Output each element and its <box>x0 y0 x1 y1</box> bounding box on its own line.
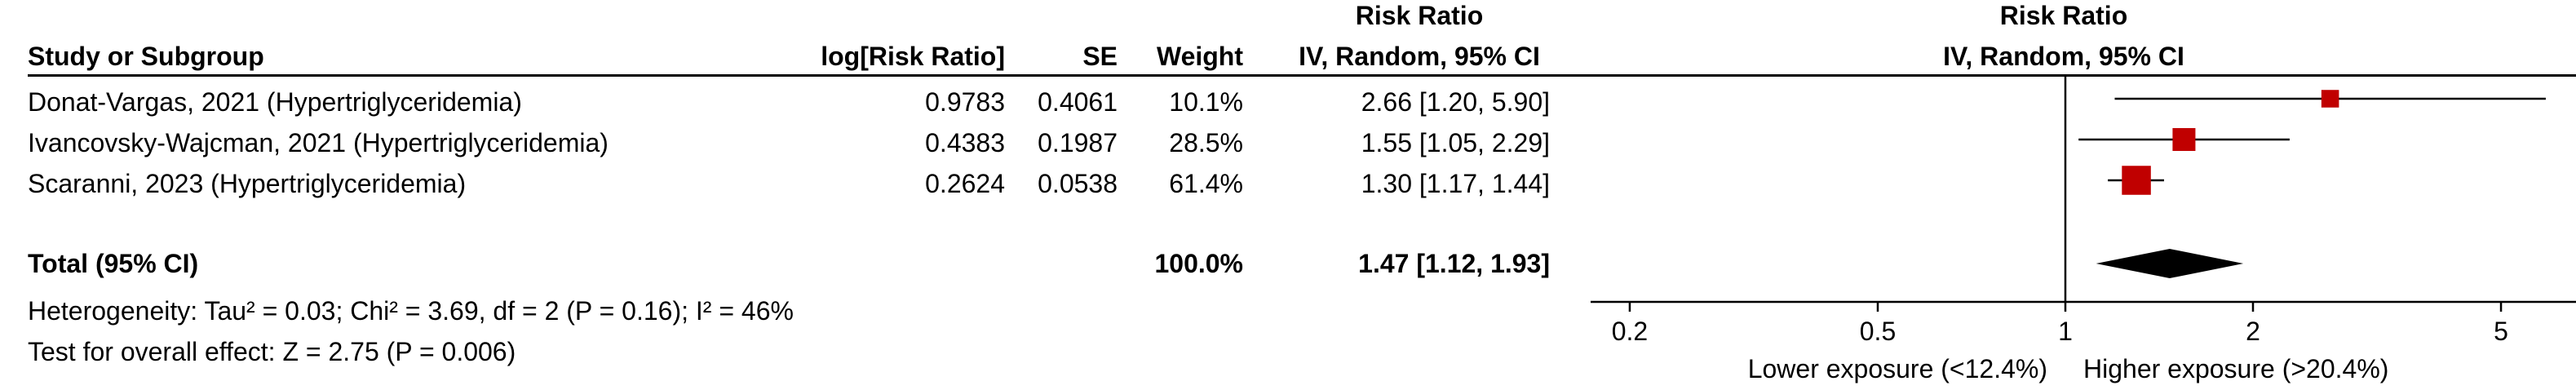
x-tick-label: 0.5 <box>1860 317 1896 346</box>
study-ci: 1.55 [1.05, 2.29] <box>1361 128 1550 157</box>
col-se-header: SE <box>1082 42 1118 71</box>
overall-effect-text: Test for overall effect: Z = 2.75 (P = 0… <box>28 337 516 366</box>
study-log-rr: 0.9783 <box>925 87 1005 117</box>
study-name: Ivancovsky-Wajcman, 2021 (Hypertriglycer… <box>28 128 609 157</box>
study-log-rr: 0.2624 <box>925 169 1005 198</box>
study-marker <box>2122 166 2151 195</box>
total-label: Total (95% CI) <box>28 249 199 278</box>
study-se: 0.1987 <box>1038 128 1118 157</box>
study-ci: 2.66 [1.20, 5.90] <box>1361 87 1550 117</box>
study-name: Scaranni, 2023 (Hypertriglyceridemia) <box>28 169 467 198</box>
left-direction-label: Lower exposure (<12.4%) <box>1748 354 2047 383</box>
rr-table-header-bottom: IV, Random, 95% CI <box>1299 42 1540 71</box>
rr-table-header-top: Risk Ratio <box>1355 1 1484 30</box>
study-se: 0.0538 <box>1038 169 1118 198</box>
study-marker <box>2321 90 2339 108</box>
pooled-diamond <box>2096 249 2244 278</box>
study-name: Donat-Vargas, 2021 (Hypertriglyceridemia… <box>28 87 522 117</box>
total-ci: 1.47 [1.12, 1.93] <box>1358 249 1550 278</box>
header-divider <box>28 74 2576 77</box>
rr-plot-header-top: Risk Ratio <box>1999 1 2128 30</box>
col-log-rr-header: log[Risk Ratio] <box>821 42 1005 71</box>
study-weight: 61.4% <box>1169 169 1243 198</box>
col-study-header: Study or Subgroup <box>28 42 264 71</box>
total-weight: 100.0% <box>1154 249 1243 278</box>
x-tick-label: 1 <box>2058 317 2073 346</box>
x-tick-label: 2 <box>2246 317 2260 346</box>
x-tick-label: 0.2 <box>1612 317 1648 346</box>
study-marker <box>2172 127 2196 152</box>
study-weight: 10.1% <box>1169 87 1243 117</box>
study-weight: 28.5% <box>1169 128 1243 157</box>
heterogeneity-text: Heterogeneity: Tau² = 0.03; Chi² = 3.69,… <box>28 296 794 326</box>
study-se: 0.4061 <box>1038 87 1118 117</box>
study-ci: 1.30 [1.17, 1.44] <box>1361 169 1550 198</box>
study-log-rr: 0.4383 <box>925 128 1005 157</box>
right-direction-label: Higher exposure (>20.4%) <box>2083 354 2388 383</box>
x-tick-label: 5 <box>2494 317 2508 346</box>
rr-plot-header-bottom: IV, Random, 95% CI <box>1943 42 2184 71</box>
col-weight-header: Weight <box>1156 42 1243 71</box>
